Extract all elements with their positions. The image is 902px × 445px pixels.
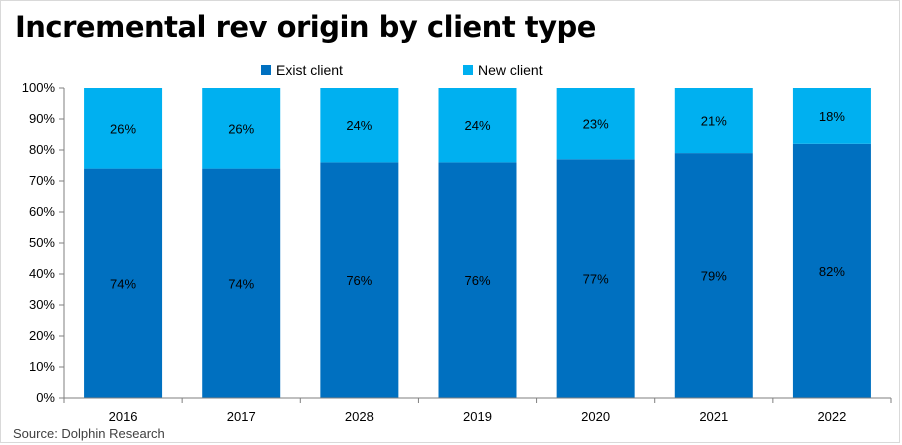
data-label-new-2017: 26% bbox=[228, 121, 254, 136]
bar-exist-2021 bbox=[674, 153, 753, 398]
y-tick-label: 20% bbox=[29, 328, 55, 343]
bar-new-2019 bbox=[438, 88, 517, 163]
y-tick-label: 0% bbox=[36, 390, 55, 405]
chart-title: Incremental rev origin by client type bbox=[15, 10, 596, 44]
y-tick-label: 40% bbox=[29, 266, 55, 281]
bar-exist-2020 bbox=[556, 159, 635, 398]
data-label-new-2020: 23% bbox=[583, 117, 609, 132]
x-tick-label: 2020 bbox=[581, 409, 610, 424]
data-label-new-2022: 18% bbox=[819, 109, 845, 124]
data-label-new-2028: 24% bbox=[346, 118, 372, 133]
bar-new-2021 bbox=[674, 88, 753, 154]
data-label-new-2021: 21% bbox=[701, 114, 727, 129]
y-tick-label: 10% bbox=[29, 359, 55, 374]
y-tick-label: 50% bbox=[29, 235, 55, 250]
legend-label-new: New client bbox=[478, 62, 543, 78]
bar-new-2022 bbox=[792, 88, 871, 144]
bar-new-2028 bbox=[320, 88, 399, 163]
bar-new-2016 bbox=[84, 88, 163, 169]
y-tick-label: 100% bbox=[22, 80, 56, 95]
data-label-exist-2017: 74% bbox=[228, 276, 254, 291]
x-tick-label: 2028 bbox=[345, 409, 374, 424]
y-tick-label: 30% bbox=[29, 297, 55, 312]
x-tick-label: 2019 bbox=[463, 409, 492, 424]
y-tick-label: 60% bbox=[29, 204, 55, 219]
data-label-exist-2020: 77% bbox=[583, 272, 609, 287]
x-tick-label: 2022 bbox=[817, 409, 846, 424]
y-tick-label: 90% bbox=[29, 111, 55, 126]
data-label-exist-2022: 82% bbox=[819, 264, 845, 279]
x-tick-label: 2017 bbox=[227, 409, 256, 424]
x-tick-label: 2016 bbox=[109, 409, 138, 424]
data-label-exist-2028: 76% bbox=[346, 273, 372, 288]
data-label-exist-2019: 76% bbox=[464, 273, 490, 288]
bar-new-2020 bbox=[556, 88, 635, 160]
y-tick-label: 80% bbox=[29, 142, 55, 157]
legend-swatch-new bbox=[463, 65, 473, 75]
bar-exist-2028 bbox=[320, 162, 399, 398]
bar-exist-2019 bbox=[438, 162, 517, 398]
bar-exist-2016 bbox=[84, 168, 163, 398]
data-label-new-2019: 24% bbox=[464, 118, 490, 133]
legend-swatch-exist bbox=[261, 65, 271, 75]
data-label-exist-2021: 79% bbox=[701, 269, 727, 284]
bar-exist-2017 bbox=[202, 168, 281, 398]
y-tick-label: 70% bbox=[29, 173, 55, 188]
data-label-exist-2016: 74% bbox=[110, 276, 136, 291]
source-note: Source: Dolphin Research bbox=[13, 426, 165, 441]
bar-new-2017 bbox=[202, 88, 281, 169]
legend-label-exist: Exist client bbox=[276, 62, 343, 78]
bar-exist-2022 bbox=[792, 143, 871, 398]
data-label-new-2016: 26% bbox=[110, 121, 136, 136]
x-tick-label: 2021 bbox=[699, 409, 728, 424]
